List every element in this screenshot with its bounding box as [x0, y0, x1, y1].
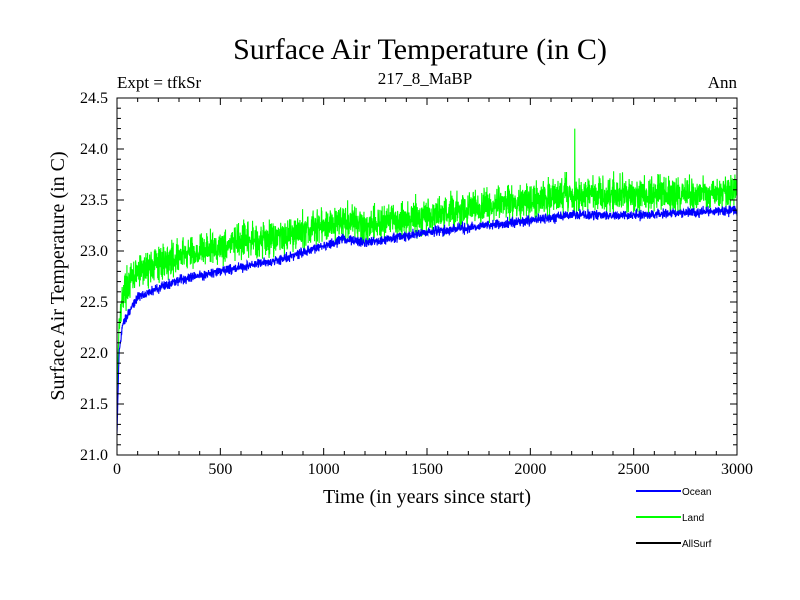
legend-label-ocean: Ocean: [682, 487, 711, 498]
y-axis: 21.0 21.5 22.0 22.5 23.0 23.5 24.0 24.5: [80, 90, 737, 464]
legend-label-land: Land: [682, 513, 704, 524]
y-tick-label: 24.0: [80, 141, 108, 158]
x-tick-label: 3000: [721, 461, 753, 478]
x-tick-label: 1500: [411, 461, 443, 478]
y-tick-label: 21.0: [80, 447, 108, 464]
x-tick-label: 2000: [514, 461, 546, 478]
chart-subtitle: 217_8_MaBP: [378, 69, 472, 88]
plot-frame: [116, 97, 738, 456]
chart-title: Surface Air Temperature (in C): [233, 33, 607, 66]
series-ocean-line: [116, 205, 738, 434]
x-tick-label: 2500: [618, 461, 650, 478]
experiment-label: Expt = tfkSr: [117, 73, 202, 92]
y-tick-label: 22.5: [80, 294, 108, 311]
legend: Ocean Land AllSurf: [636, 487, 712, 550]
x-tick-label: 500: [208, 461, 232, 478]
x-tick-label: 0: [113, 461, 121, 478]
y-axis-label: Surface Air Temperature (in C): [47, 151, 69, 400]
series-land-line: [116, 128, 738, 394]
y-tick-label: 24.5: [80, 90, 108, 107]
x-tick-label: 1000: [308, 461, 340, 478]
series-layer: [116, 128, 738, 434]
y-tick-label: 23.5: [80, 192, 108, 209]
x-axis-label: Time (in years since start): [323, 486, 531, 508]
x-axis: 0 500 1000 1500 2000 2500 3000: [113, 98, 753, 478]
legend-label-allsurf: AllSurf: [682, 539, 712, 550]
y-tick-label: 22.0: [80, 345, 108, 362]
season-label: Ann: [708, 73, 738, 92]
y-tick-label: 21.5: [80, 396, 108, 413]
y-tick-label: 23.0: [80, 243, 108, 260]
